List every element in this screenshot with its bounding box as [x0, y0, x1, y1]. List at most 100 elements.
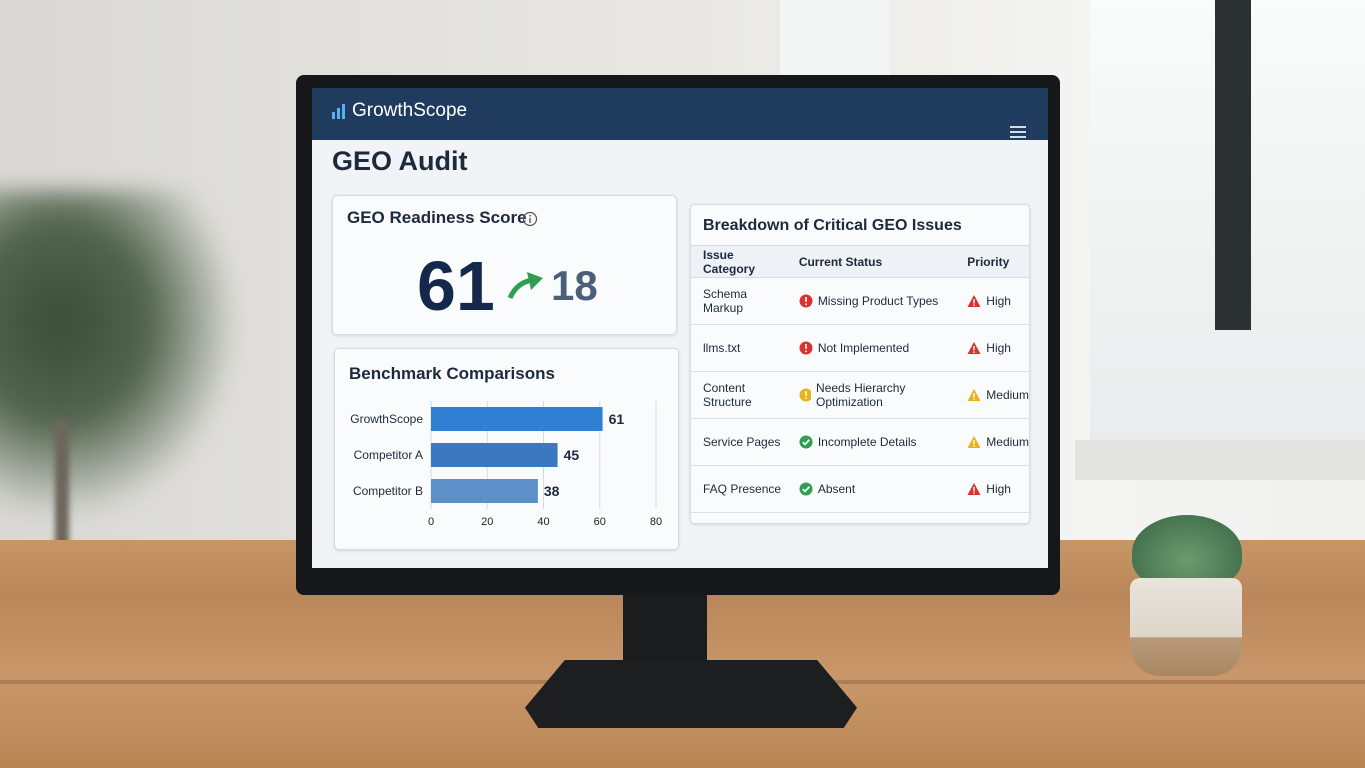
brand-logo — [332, 104, 345, 119]
priority-wrap: Medium — [967, 435, 1029, 449]
issue-category: Content Structure — [691, 371, 787, 419]
table-row: llms.txt Not Implemented High — [691, 324, 1029, 372]
status-cell: Not Implemented — [786, 324, 956, 372]
screen: GrowthScope GEO Audit GEO Readiness Scor… — [312, 88, 1048, 568]
issue-category: Schema Markup — [691, 277, 787, 325]
glyph — [973, 492, 975, 494]
status-icon — [799, 341, 813, 355]
x-tick-label: 60 — [594, 516, 606, 528]
status-cell: Missing Product Types — [786, 277, 956, 325]
status-text: Needs Hierarchy Optimization — [816, 381, 906, 409]
status-text: Missing Product Types — [817, 294, 939, 308]
status-icon — [799, 435, 813, 449]
brand: GrowthScope — [352, 100, 468, 121]
monitor-base — [525, 660, 857, 728]
glyph — [805, 297, 807, 302]
y-tick-label: Competitor A — [354, 448, 423, 462]
priority-wrap: High — [967, 294, 1029, 308]
priority-cell: High — [955, 277, 1029, 325]
issues-card: Breakdown of Critical GEO Issues Issue C… — [690, 204, 1030, 524]
top-bar: GrowthScope — [312, 88, 1048, 140]
priority-text: Medium — [986, 435, 1029, 449]
bar-chart: 0 20 40 60 80 GrowthScope 61 Competitor A 45 Comp… — [350, 401, 662, 528]
window-sill — [1075, 440, 1365, 480]
priority-icon — [967, 295, 981, 307]
x-tick-label: 20 — [481, 516, 493, 528]
priority-wrap: Medium — [967, 388, 1029, 402]
glyph — [973, 440, 975, 445]
glyph — [973, 299, 975, 304]
glyph — [973, 487, 975, 492]
priority-icon — [967, 436, 981, 448]
priority-wrap: High — [967, 482, 1029, 496]
priority-icon — [967, 389, 981, 401]
y-tick-label: GrowthScope — [350, 412, 423, 426]
plant-trunk — [55, 420, 69, 560]
data-label: 61 — [609, 411, 625, 427]
succulent — [1132, 515, 1242, 590]
status-wrap: Needs Hierarchy Optimization — [799, 381, 955, 409]
table-row: FAQ Presence Absent High — [691, 465, 1029, 513]
data-label: 38 — [544, 483, 560, 499]
table-header: Issue Category Current Status Priority — [691, 245, 1029, 278]
priority-text: Medium — [986, 388, 1029, 402]
status-cell: Absent — [786, 465, 956, 513]
y-tick-label: Competitor B — [353, 484, 423, 498]
column-header: Priority — [955, 245, 1029, 278]
issue-category: Service Pages — [691, 418, 787, 466]
circle — [799, 482, 813, 496]
glyph — [973, 445, 975, 447]
glyph — [973, 346, 975, 351]
score-value: 61 — [417, 247, 495, 325]
priority-text: High — [986, 482, 1011, 496]
issues-table: Issue Category Current Status Priority Sch… — [691, 245, 1029, 513]
glyph — [973, 304, 975, 306]
info-icon[interactable] — [522, 211, 538, 227]
priority-cell: High — [955, 465, 1029, 513]
x-tick-label: 0 — [428, 516, 434, 528]
issue-category: FAQ Presence — [691, 465, 787, 513]
column-header: Issue Category — [691, 245, 787, 278]
table-row: Content Structure Needs Hierarchy Optimiz… — [691, 371, 1029, 419]
status-text: Absent — [817, 482, 856, 496]
priority-text: High — [986, 294, 1011, 308]
status-icon — [799, 294, 813, 308]
status-cell: Needs Hierarchy Optimization — [786, 371, 956, 419]
status-text: Not Implemented — [817, 341, 910, 355]
glyph — [805, 391, 807, 396]
page-title: GEO Audit — [332, 146, 468, 176]
x-tick-label: 80 — [650, 516, 662, 528]
glyph — [805, 303, 807, 306]
plant — [0, 190, 240, 520]
glyph — [973, 351, 975, 353]
menu-button[interactable] — [1010, 126, 1026, 138]
glyph — [801, 439, 810, 446]
status-cell: Incomplete Details — [786, 418, 956, 466]
priority-text: High — [986, 341, 1011, 355]
glyph — [973, 398, 975, 400]
status-text: Incomplete Details — [817, 435, 917, 449]
status-icon — [799, 388, 812, 402]
trend-arrow — [507, 272, 543, 300]
glyph — [805, 397, 807, 400]
glyph — [801, 486, 810, 493]
issue-category: llms.txt — [691, 324, 787, 372]
bar — [431, 407, 603, 431]
circle — [799, 435, 813, 449]
priority-cell: High — [955, 324, 1029, 372]
status-wrap: Absent — [799, 482, 955, 496]
table-body: Schema Markup Missing Product Types High ll… — [691, 277, 1029, 513]
column-header: Current Status — [786, 245, 956, 278]
priority-icon — [967, 483, 981, 495]
pot — [1130, 578, 1242, 676]
status-wrap: Not Implemented — [799, 341, 955, 355]
data-label: 45 — [564, 447, 580, 463]
table-row: Schema Markup Missing Product Types High — [691, 277, 1029, 325]
score-change: 18 — [551, 262, 598, 309]
card-title: Breakdown of Critical GEO Issues — [703, 217, 962, 234]
priority-wrap: High — [967, 341, 1029, 355]
bar — [431, 479, 538, 503]
priority-cell: Medium — [955, 418, 1029, 466]
glyph — [973, 393, 975, 398]
